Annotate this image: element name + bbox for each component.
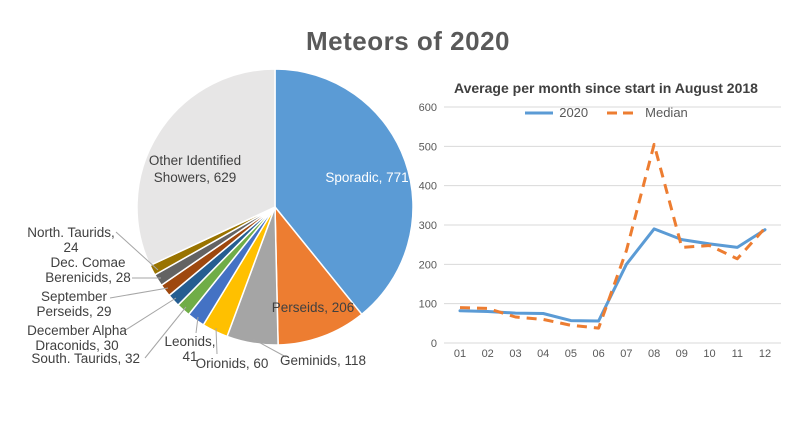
pie-label-leonids: Leonids, 41 [164,334,215,364]
pie-label-december-alpha-draconids: December Alpha Draconids, 30 [27,323,127,353]
leader-line-geminids [252,338,287,358]
leader-line-orionids [215,327,218,355]
x-tick-label: 10 [703,348,715,360]
x-tick-label: 07 [620,348,632,360]
legend-dashed-line-icon [607,111,640,114]
series-line-median [459,142,767,330]
y-tick-label: 100 [419,299,437,311]
leader-line-north-taurids [115,231,159,271]
x-tick-label: 05 [565,348,577,360]
pie-chart: Sporadic, 771 Perseids, 206 Geminids, 118 O… [27,68,414,371]
x-tick-label: 12 [759,348,771,360]
y-tick-label: 600 [419,102,437,114]
pie-label-north-taurids: North. Taurids, 24 [27,225,115,255]
legend-item-median: Median [603,104,691,121]
pie-label-south-taurids: South. Taurids, 32 [31,351,140,366]
y-tick-label: 400 [419,181,437,193]
page-title: Meteors of 2020 [305,26,511,56]
line-chart-legend: 2020 Median [420,104,792,121]
line-chart-title: Average per month since start in August … [454,80,758,96]
x-tick-label: 01 [454,348,466,360]
pie-label-dec-comae-berenicids: Dec. Comae Berenicids, 28 [45,255,131,285]
leader-line-september-perseids [109,287,169,299]
x-tick-label: 06 [592,348,604,360]
pie-label-geminids: Geminids, 118 [280,353,366,368]
pie-slice-other-identified-showers [136,68,276,267]
x-tick-label: 02 [482,348,494,360]
series-line-2020 [458,227,767,323]
x-tick-label: 08 [648,348,660,360]
y-tick-label: 0 [431,338,437,350]
pie-label-september-perseids: September Perseids, 29 [36,289,111,319]
y-tick-label: 300 [419,220,437,232]
line-chart: 0 100 200 300 400 500 600 01 02 03 04 05 06 07 08 09 10 1… [419,102,781,360]
y-tick-label: 500 [419,141,437,153]
legend-label-2020: 2020 [559,105,589,120]
y-tick-label: 200 [419,259,437,271]
x-tick-label: 04 [537,348,549,360]
leader-line-south-taurids [144,306,187,359]
legend-item-2020: 2020 [521,104,592,121]
leader-line-leonids [195,316,199,334]
x-tick-label: 09 [676,348,688,360]
legend-label-median: Median [645,105,688,120]
pie-label-orionids: Orionids, 60 [196,356,269,371]
pie-slice-perseids [274,206,363,346]
x-tick-label: 03 [509,348,521,360]
pie-label-sporadic: Sporadic, 771 [325,170,408,185]
pie-label-perseids: Perseids, 206 [272,300,355,315]
pie-slice-sporadic [274,68,414,316]
pie-label-other-identified-showers: Other Identified Showers, 629 [149,153,241,185]
leader-line-december-alpha-draconids [123,297,177,332]
legend-solid-line-icon [525,111,554,114]
x-tick-label: 11 [732,348,743,360]
